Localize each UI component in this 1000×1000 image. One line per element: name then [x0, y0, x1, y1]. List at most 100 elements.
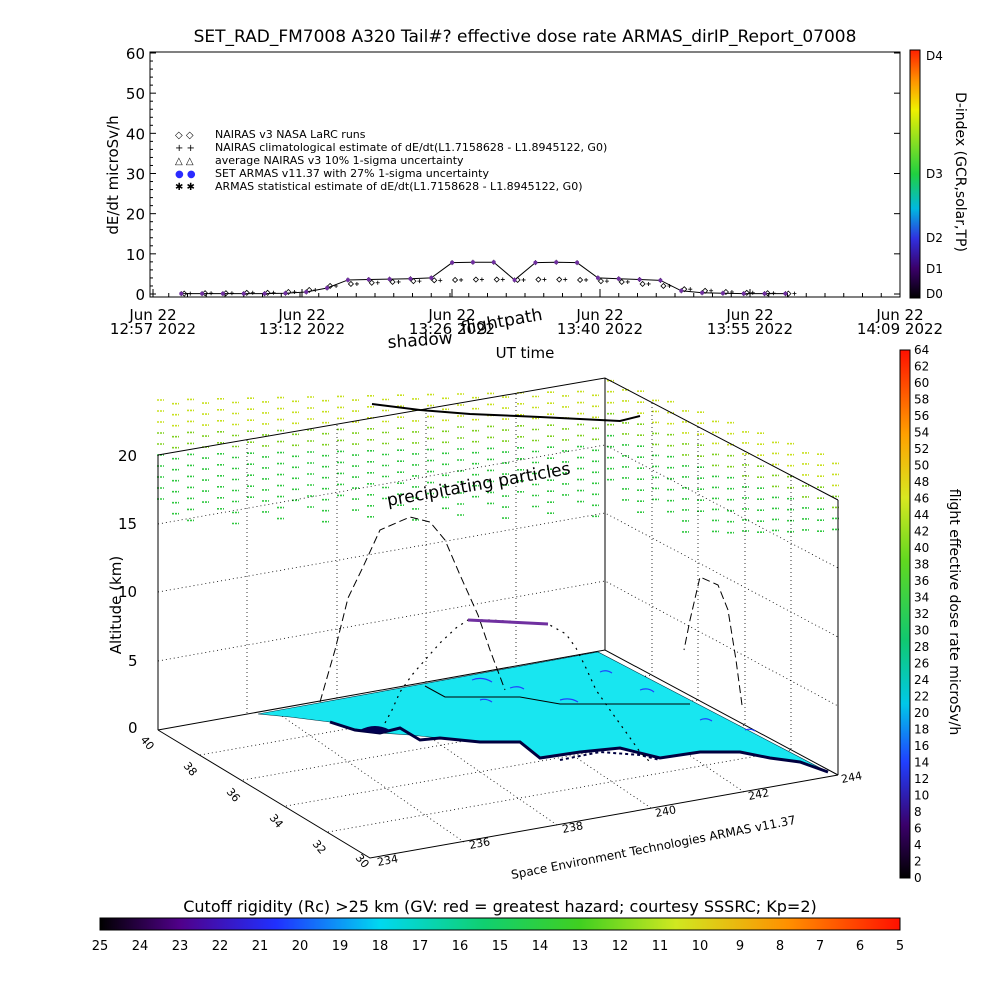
nairas-point	[410, 278, 417, 285]
nairas-point	[660, 282, 667, 290]
frame-floor-front	[157, 729, 839, 859]
coast-feature	[360, 726, 390, 733]
particles-label: precipitating particles	[385, 459, 572, 511]
nairas-point	[639, 280, 646, 288]
cutoff-colorbar-tick: 19	[332, 939, 349, 954]
cutoff-colorbar-tick: 18	[372, 939, 389, 954]
nairas-point	[243, 289, 250, 296]
flight-3d-panel: shadow flightpath precipitating particle…	[107, 305, 863, 882]
set-armas-point	[387, 277, 392, 282]
set-armas-point	[595, 275, 600, 280]
lat-tick-38: 38	[181, 760, 200, 779]
set-armas-point	[220, 291, 225, 296]
dose-colorbar-tick: 16	[914, 739, 929, 753]
dose-colorbar-tick: 26	[914, 657, 929, 671]
dose-x-tick-time: 13:55 2022	[707, 320, 793, 338]
climatological-point	[396, 279, 401, 284]
dose-colorbar-tick: 50	[914, 459, 929, 473]
z-tick-10: 10	[118, 583, 137, 601]
nairas-point	[535, 276, 542, 283]
dose-colorbar-tick: 40	[914, 541, 929, 555]
climatological-point	[625, 279, 630, 284]
flightpath-cruise	[467, 618, 549, 626]
set-armas-point	[241, 291, 246, 296]
frame-floor-back	[157, 649, 839, 776]
climatological-point	[688, 287, 693, 292]
climatological-point	[292, 289, 297, 294]
z-axis-label: Altitude (km)	[107, 556, 125, 654]
dindex-tick-d2: D2	[926, 231, 943, 245]
dose-colorbar-tick: 52	[914, 442, 929, 456]
nairas-point	[306, 286, 313, 294]
climatological-point	[792, 291, 797, 296]
dose-colorbar-tick: 18	[914, 723, 929, 737]
legend-symbol-nairas: ◇ ◇	[175, 130, 194, 141]
dose-colorbar-tick: 54	[914, 426, 929, 440]
set-armas-point	[616, 276, 621, 281]
lon-tick-234: 234	[376, 852, 399, 869]
set-armas-point	[783, 291, 788, 296]
set-armas-point	[262, 291, 267, 296]
legend-text-armas-statistical: ARMAS statistical estimate of dE/dt(L1.7…	[215, 180, 582, 193]
climatological-point	[438, 278, 443, 283]
dose-colorbar-tick: 46	[914, 492, 929, 506]
dose-colorbar-tick: 34	[914, 591, 929, 605]
set-armas-point	[512, 277, 517, 282]
cutoff-colorbar-gradient	[99, 917, 901, 931]
nairas-point	[452, 276, 459, 284]
nairas-point	[264, 289, 271, 296]
set-armas-point	[637, 277, 642, 282]
nairas-point	[722, 288, 729, 296]
nairas-point	[389, 278, 396, 286]
dose-colorbar-tick: 60	[914, 376, 929, 390]
set-armas-point	[554, 260, 559, 265]
climatological-point	[604, 279, 609, 284]
box-frame	[157, 377, 839, 859]
lat-tick-32: 32	[310, 838, 329, 857]
lon-tick-236: 236	[468, 835, 491, 852]
lat-tick-30: 30	[353, 852, 372, 871]
dose-x-tick-date: Jun 22	[128, 306, 176, 324]
dose-colorbar-tick: 20	[914, 706, 929, 720]
legend-text-uncertainty: average NAIRAS v3 10% 1-sigma uncertaint…	[215, 154, 464, 167]
surface-contours	[471, 670, 756, 732]
dose-colorbar-tick: 38	[914, 558, 929, 572]
dose-colorbar-tick: 44	[914, 508, 929, 522]
cutoff-colorbar-tick: 25	[92, 939, 109, 954]
latitude-ticks: 40 38 36 34 32 30	[138, 734, 372, 871]
legend-symbol-uncertainty: △ △	[175, 156, 194, 167]
dose-colorbar-tick: 6	[914, 822, 922, 836]
set-armas-point	[720, 291, 725, 296]
climatological-point	[500, 277, 505, 282]
set-armas-point	[179, 291, 184, 296]
nairas-point	[493, 276, 500, 283]
dose-y-tick-label: 40	[126, 125, 145, 143]
dose-legend: ◇ ◇ NAIRAS v3 NASA LaRC runs + + NAIRAS …	[175, 128, 607, 193]
dose-colorbar-tick: 30	[914, 624, 929, 638]
cutoff-colorbar-tick: 9	[736, 939, 744, 954]
dose-colorbar: 0246810121416182022242628303234363840424…	[899, 343, 962, 885]
lat-tick-40: 40	[138, 734, 157, 753]
set-armas-line	[181, 261, 786, 295]
set-armas-point	[450, 260, 455, 265]
dindex-tick-d3: D3	[926, 167, 943, 181]
cutoff-colorbar-tick: 21	[252, 939, 269, 954]
cutoff-colorbar-tick: 7	[816, 939, 824, 954]
coastline	[329, 720, 829, 774]
set-armas-point	[429, 275, 434, 280]
chart-title: SET_RAD_FM7008 A320 Tail#? effective dos…	[194, 27, 857, 47]
cutoff-colorbar-tick: 13	[572, 939, 589, 954]
climatological-point	[646, 281, 651, 286]
dose-colorbar-tick: 28	[914, 640, 929, 654]
nairas-point	[618, 278, 625, 286]
cutoff-colorbar-tick: 12	[612, 939, 629, 954]
set-armas-point	[200, 291, 205, 296]
dose-y-axis-label: dE/dt microSv/h	[104, 115, 122, 234]
box-grid	[157, 394, 839, 843]
credit-label: Space Environment Technologies ARMAS v11…	[510, 813, 797, 882]
dose-colorbar-tick: 64	[914, 343, 929, 357]
dose-series	[179, 259, 797, 297]
cutoff-surface	[257, 651, 829, 774]
legend-text-climatological: NAIRAS climatological estimate of dE/dt(…	[215, 141, 607, 154]
lon-tick-244: 244	[840, 769, 863, 786]
